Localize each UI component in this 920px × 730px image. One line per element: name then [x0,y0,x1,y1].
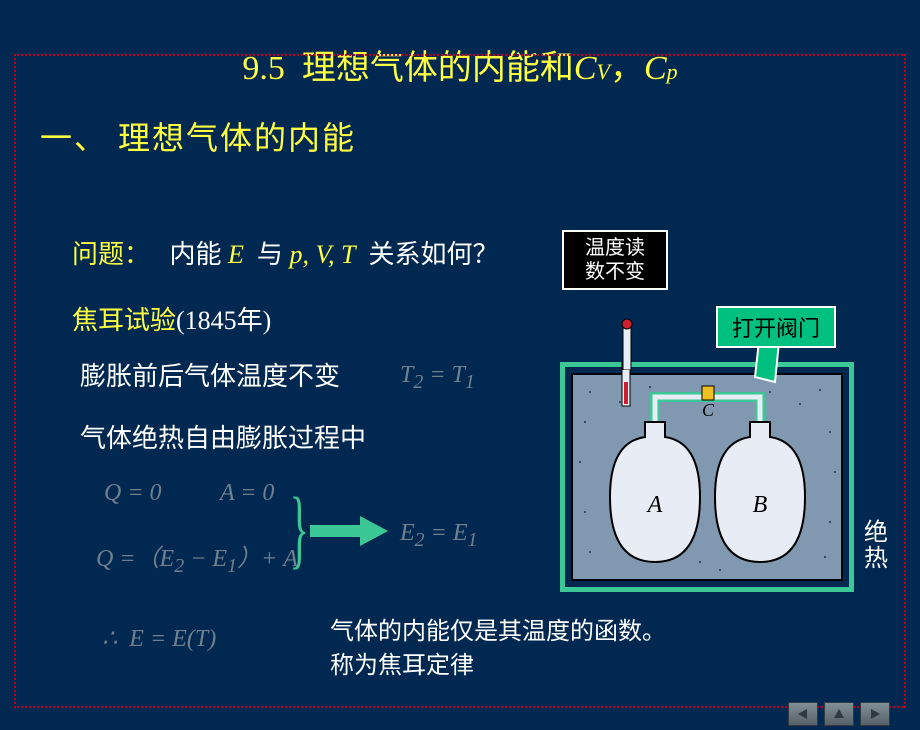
valve-badge: 打开阀门 [716,306,836,348]
eq-q0: Q = 0 [104,480,162,507]
flask-a-label: A [646,492,663,518]
temperature-badge: 温度读 数不变 [562,230,668,290]
eq-e2e1: E2 = E1 [400,520,478,552]
adiabatic-line: 气体绝热自由膨胀过程中 [80,418,366,455]
question-label: 问题： [72,240,150,269]
question-text1: 内能 [170,240,222,269]
nav-next-button[interactable] [860,702,890,726]
joule-apparatus-diagram: C A B [560,362,854,592]
valve-badge-text: 打开阀门 [732,316,820,341]
adiabatic-label: 绝 热 [864,520,888,573]
joule-label: 焦耳试验 [72,306,176,335]
temperature-badge-text: 温度读 数不变 [585,237,645,283]
thermometer-top [620,318,636,370]
conclusion: 气体的内能仅是其温度的函数。 称为焦耳定律 [330,616,666,683]
valve-c-label: C [702,400,715,420]
nav-up-button[interactable] [824,702,854,726]
joule-line: 焦耳试验(1845年) [72,300,271,337]
question-vars: p, V, T [289,240,355,269]
eq-qea: Q =（E2 − E1）+ A [96,538,298,578]
eq-final: ∴ E = E(T) [102,624,216,653]
question-text3: 关系如何？ [368,240,498,269]
question-text2: 与 [257,240,283,269]
eq-a0: A = 0 [220,480,274,507]
implies-arrow [310,516,390,546]
joule-year: (1845年) [176,306,271,335]
expand-line: 膨胀前后气体温度不变 [80,356,340,393]
triangle-up-icon [833,708,845,720]
triangle-left-icon [797,708,809,720]
question-E: E [228,240,244,269]
formula-t2t1: T2 = T1 [400,362,475,394]
slide-navigation [788,702,890,726]
flask-b-label: B [753,492,768,518]
nav-prev-button[interactable] [788,702,818,726]
triangle-right-icon [869,708,881,720]
curly-brace: } [290,479,309,579]
question-line: 问题： 内能 E 与 p, V, T 关系如何？ [72,234,498,271]
